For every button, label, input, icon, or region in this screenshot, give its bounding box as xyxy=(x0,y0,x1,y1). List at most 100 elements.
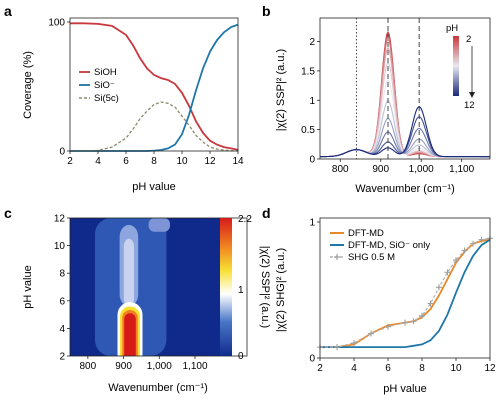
series-line-shg xyxy=(320,237,491,348)
panel-b-colorbar-low: 2 xyxy=(466,34,471,45)
panel-c-frame xyxy=(69,217,248,357)
legend-label-si5c: Si(5c) xyxy=(94,93,119,104)
legend-label-sio: SiO⁻ xyxy=(94,80,115,91)
panel-c-xtick-label: 1,000 xyxy=(147,361,172,372)
panel-c-colorbar-min: 0 xyxy=(238,351,244,362)
shg-marker xyxy=(436,284,442,291)
panel-b-ytick-label: 1.5 xyxy=(301,66,315,77)
panel-a-legend: SiOH SiO⁻ Si(5c) xyxy=(79,67,119,104)
series-line-dft-md xyxy=(320,238,491,348)
shg-marker xyxy=(478,236,485,243)
shg-marker xyxy=(402,319,408,326)
panel-c-plot-area xyxy=(70,218,220,356)
spectrum-line-ph12 xyxy=(320,106,490,158)
legend-marker-shg xyxy=(334,254,340,260)
panel-b-colorbar-gradient xyxy=(453,36,459,96)
spectrum-line-ph2 xyxy=(320,30,490,158)
panel-b-xtick-label: 900 xyxy=(372,164,389,175)
panel-d-ticks: 2 4 6 8 10 12 0 1 xyxy=(309,218,496,375)
shg-marker xyxy=(453,257,459,264)
panel-a-ytick-label: 100 xyxy=(48,18,65,29)
panel-b-plot-area xyxy=(320,18,490,159)
panel-c-ytick-label: 2 xyxy=(59,352,65,363)
panel-c-ylabel: pH value xyxy=(22,265,34,308)
shg-marker xyxy=(334,344,340,351)
panel-a-xtick-label: 14 xyxy=(232,156,244,167)
legend-label-dft-md-sio: DFT-MD, SiO⁻ only xyxy=(348,240,430,251)
panel-c-xtick-label: 1,100 xyxy=(182,361,207,372)
panel-a-xtick-label: 12 xyxy=(204,156,216,167)
legend-label-sioh: SiOH xyxy=(94,67,117,78)
spectrum-line-ph11 xyxy=(320,116,490,158)
panel-c-colorbar-title: |χ(2) SSP|² (a.u.) xyxy=(259,246,271,328)
shg-marker xyxy=(368,330,374,337)
shg-marker xyxy=(461,247,468,254)
panel-b-xtick-label: 1,000 xyxy=(409,164,434,175)
panel-c-xtick-label: 800 xyxy=(80,361,97,372)
spectrum-line-ph4 xyxy=(320,37,490,158)
panel-a-xlabel: pH value xyxy=(132,181,175,193)
legend-label-dft-md: DFT-MD xyxy=(348,228,384,239)
panel-c-colorbar-mid: 1 xyxy=(238,285,244,296)
panel-b-xlabel: Wavenumber (cm⁻¹) xyxy=(355,183,455,195)
panel-d-frame xyxy=(319,217,491,359)
panel-b-ylabel: |χ(2) SSP|² (a.u.) xyxy=(275,49,287,131)
spectrum-line-ph7 xyxy=(320,79,490,158)
panel-b-colorbar: pH 2 12 xyxy=(446,23,475,111)
panel-c-colorbar-max: 2.2 xyxy=(238,214,252,225)
shg-marker xyxy=(385,323,391,330)
panel-a: 2 4 6 8 10 12 14 0 100 pH value Coverage (%) SiO… xyxy=(22,18,244,194)
legend-label-shg: SHG 0.5 M xyxy=(348,252,395,263)
series-line-dft-md-sio xyxy=(320,238,491,348)
panel-b-xtick-label: 800 xyxy=(332,164,349,175)
panel-label-c: c xyxy=(4,205,12,221)
panel-a-ticks: 2 4 6 8 10 12 14 0 100 xyxy=(48,18,244,168)
panel-d-ytick-label: 1 xyxy=(309,218,315,229)
shg-marker xyxy=(351,340,357,347)
series-line-si5c xyxy=(70,101,239,152)
panel-c-ytick-label: 8 xyxy=(59,269,65,280)
panel-b: 800 900 1,000 1,100 0 0.5 1 1.5 2 Wavenumber (cm… xyxy=(275,17,491,195)
panel-d-plot-area xyxy=(317,235,493,351)
spectrum-line-ph3 xyxy=(320,33,490,158)
panel-a-xtick-label: 4 xyxy=(95,156,101,167)
panel-c-ytick-label: 10 xyxy=(54,241,66,252)
panel-b-colorbar-high: 12 xyxy=(464,100,475,111)
panel-d-ytick-label: 0 xyxy=(309,354,315,365)
shg-marker xyxy=(419,312,425,319)
panel-a-xtick-label: 2 xyxy=(67,156,73,167)
panel-c-ytick-label: 6 xyxy=(59,296,65,307)
panel-a-xtick-label: 10 xyxy=(176,156,188,167)
panel-c-ticks: 800 900 1,000 1,100 2 4 6 8 10 12 xyxy=(54,214,208,373)
panel-label-d: d xyxy=(262,205,271,221)
panel-d-xlabel: pH value xyxy=(383,383,426,395)
heatmap-blob-main-layer xyxy=(124,313,136,356)
panel-b-ticks: 800 900 1,000 1,100 0 0.5 1 1.5 2 xyxy=(301,37,475,175)
panel-d-xtick-label: 12 xyxy=(484,363,496,374)
panel-c-colorbar: 2.2 1 0 |χ(2) SSP|² (a.u.) xyxy=(220,214,271,362)
panel-b-ytick-label: 0.5 xyxy=(301,125,315,136)
panel-d-ylabel: |χ(2) SHG|² (a.u.) xyxy=(275,248,287,332)
panel-b-ytick-label: 0 xyxy=(309,155,315,166)
panel-d-xtick-label: 10 xyxy=(450,363,462,374)
panel-c-xlabel: Wavenumber (cm⁻¹) xyxy=(108,382,208,394)
panel-d-legend: DFT-MD DFT-MD, SiO⁻ only SHG 0.5 M xyxy=(330,228,430,263)
panel-b-frame xyxy=(319,17,491,160)
panel-b-ytick-label: 2 xyxy=(309,37,315,48)
panel-d: 2 4 6 8 10 12 0 1 pH value |χ(2) SHG|² (a.u.) D… xyxy=(275,218,496,396)
panel-label-a: a xyxy=(4,3,12,19)
panel-c-colorbar-gradient xyxy=(220,218,232,356)
panel-a-ytick-label: 0 xyxy=(59,147,65,158)
panel-a-xtick-label: 6 xyxy=(123,156,129,167)
panel-b-ytick-label: 1 xyxy=(309,96,315,107)
panel-c-xtick-label: 900 xyxy=(115,361,132,372)
panel-c-ytick-label: 4 xyxy=(59,324,65,335)
shg-marker xyxy=(410,318,417,325)
panel-b-colorbar-arrowhead xyxy=(469,92,475,98)
shg-marker xyxy=(470,240,476,247)
panel-b-xtick-label: 1,100 xyxy=(449,164,474,175)
panel-a-xtick-label: 8 xyxy=(151,156,157,167)
series-line-sioh xyxy=(70,22,239,151)
